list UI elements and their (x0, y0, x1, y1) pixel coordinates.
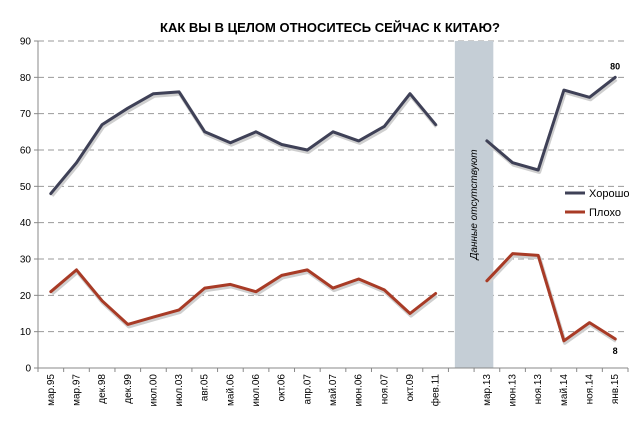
missing-data-band (454, 41, 494, 368)
x-tick-label: янв.15 (610, 374, 621, 405)
x-tick-label: окт.09 (405, 374, 416, 402)
x-tick-label: апр.07 (302, 374, 313, 405)
series-line-0-1 (485, 75, 617, 172)
data-labels: 80 8 (610, 61, 620, 356)
x-tick-label: июл.00 (148, 374, 159, 407)
grid (38, 40, 628, 333)
x-axis-ticks: мар.95 мар.97 дек.98 дек.99 июл.00 июл.03 авг.… (37, 368, 629, 407)
x-tick-label: май.06 (225, 374, 236, 406)
x-tick-label: дек.99 (123, 374, 134, 404)
series-shadow (50, 269, 438, 329)
series-line-1-0 (49, 268, 438, 326)
x-tick-label: июл.03 (174, 374, 185, 407)
data-label: 8 (613, 346, 618, 356)
legend-label-good: Хорошо (589, 188, 630, 200)
series-line-1-1 (485, 252, 617, 343)
x-tick-label: май.14 (559, 374, 570, 406)
y-tick-label: 70 (20, 109, 32, 120)
x-tick-label: июн.13 (508, 374, 519, 407)
x-tick-label: фев.11 (430, 374, 442, 407)
series-lines (49, 75, 618, 345)
x-tick-label: окт.06 (277, 374, 288, 402)
y-axis-ticks: 0 10 20 30 40 50 60 70 80 90 (20, 37, 38, 375)
y-tick-label: 50 (20, 182, 32, 193)
x-tick-label: ноя.14 (585, 374, 596, 405)
y-tick-label: 90 (20, 37, 32, 48)
x-tick-label: май.07 (328, 374, 339, 406)
y-tick-label: 30 (20, 255, 32, 266)
x-tick-label: авг.05 (200, 374, 211, 402)
legend: Хорошо Плохо (565, 188, 630, 219)
data-label: 80 (610, 61, 620, 71)
x-tick-label: июн.06 (354, 374, 365, 407)
y-tick-label: 60 (20, 146, 32, 157)
x-tick-label: мар.95 (46, 374, 57, 406)
y-tick-label: 20 (20, 291, 32, 302)
x-tick-label: мар.97 (71, 374, 82, 406)
y-tick-label: 0 (25, 364, 31, 375)
series-line-0-0 (49, 90, 438, 196)
legend-label-bad: Плохо (589, 207, 621, 219)
x-tick-label: ноя.13 (533, 374, 544, 405)
chart-title: КАК ВЫ В ЦЕЛОМ ОТНОСИТЕСЬ СЕЙЧАС К КИТАЮ… (160, 20, 500, 35)
y-tick-label: 10 (20, 327, 32, 338)
x-tick-label: ноя.07 (379, 374, 390, 405)
x-tick-label: мар.13 (482, 374, 493, 406)
x-tick-label: июл.06 (251, 374, 262, 407)
y-tick-label: 40 (20, 218, 32, 229)
missing-data-label: Данные отсутствуют (469, 149, 480, 260)
y-tick-label: 80 (20, 73, 32, 84)
x-tick-label: дек.98 (97, 374, 108, 404)
series-shadow (50, 91, 439, 197)
